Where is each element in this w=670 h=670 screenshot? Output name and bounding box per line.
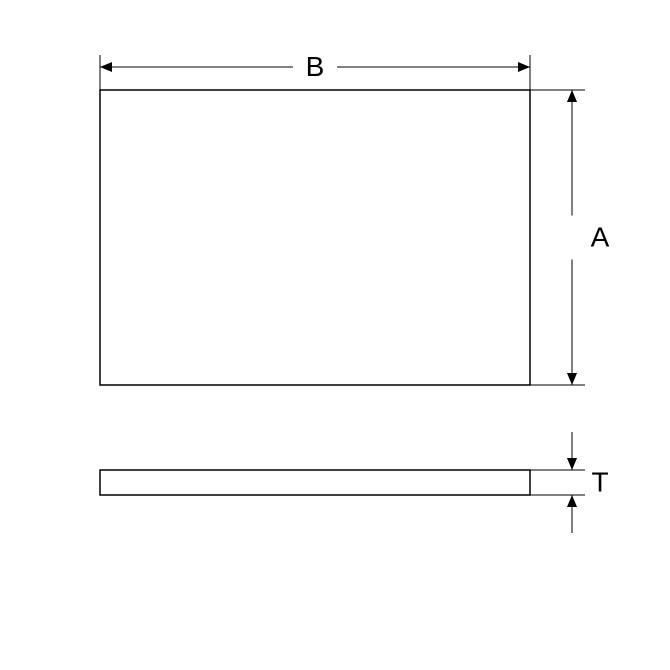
side-view-rect xyxy=(100,470,530,495)
dimension-a-label: A xyxy=(591,222,610,253)
dimension-b-label: B xyxy=(306,51,325,82)
dimension-t-label: T xyxy=(591,467,608,498)
top-view-rect xyxy=(100,90,530,385)
shim-plate-diagram: B A T xyxy=(0,0,670,670)
